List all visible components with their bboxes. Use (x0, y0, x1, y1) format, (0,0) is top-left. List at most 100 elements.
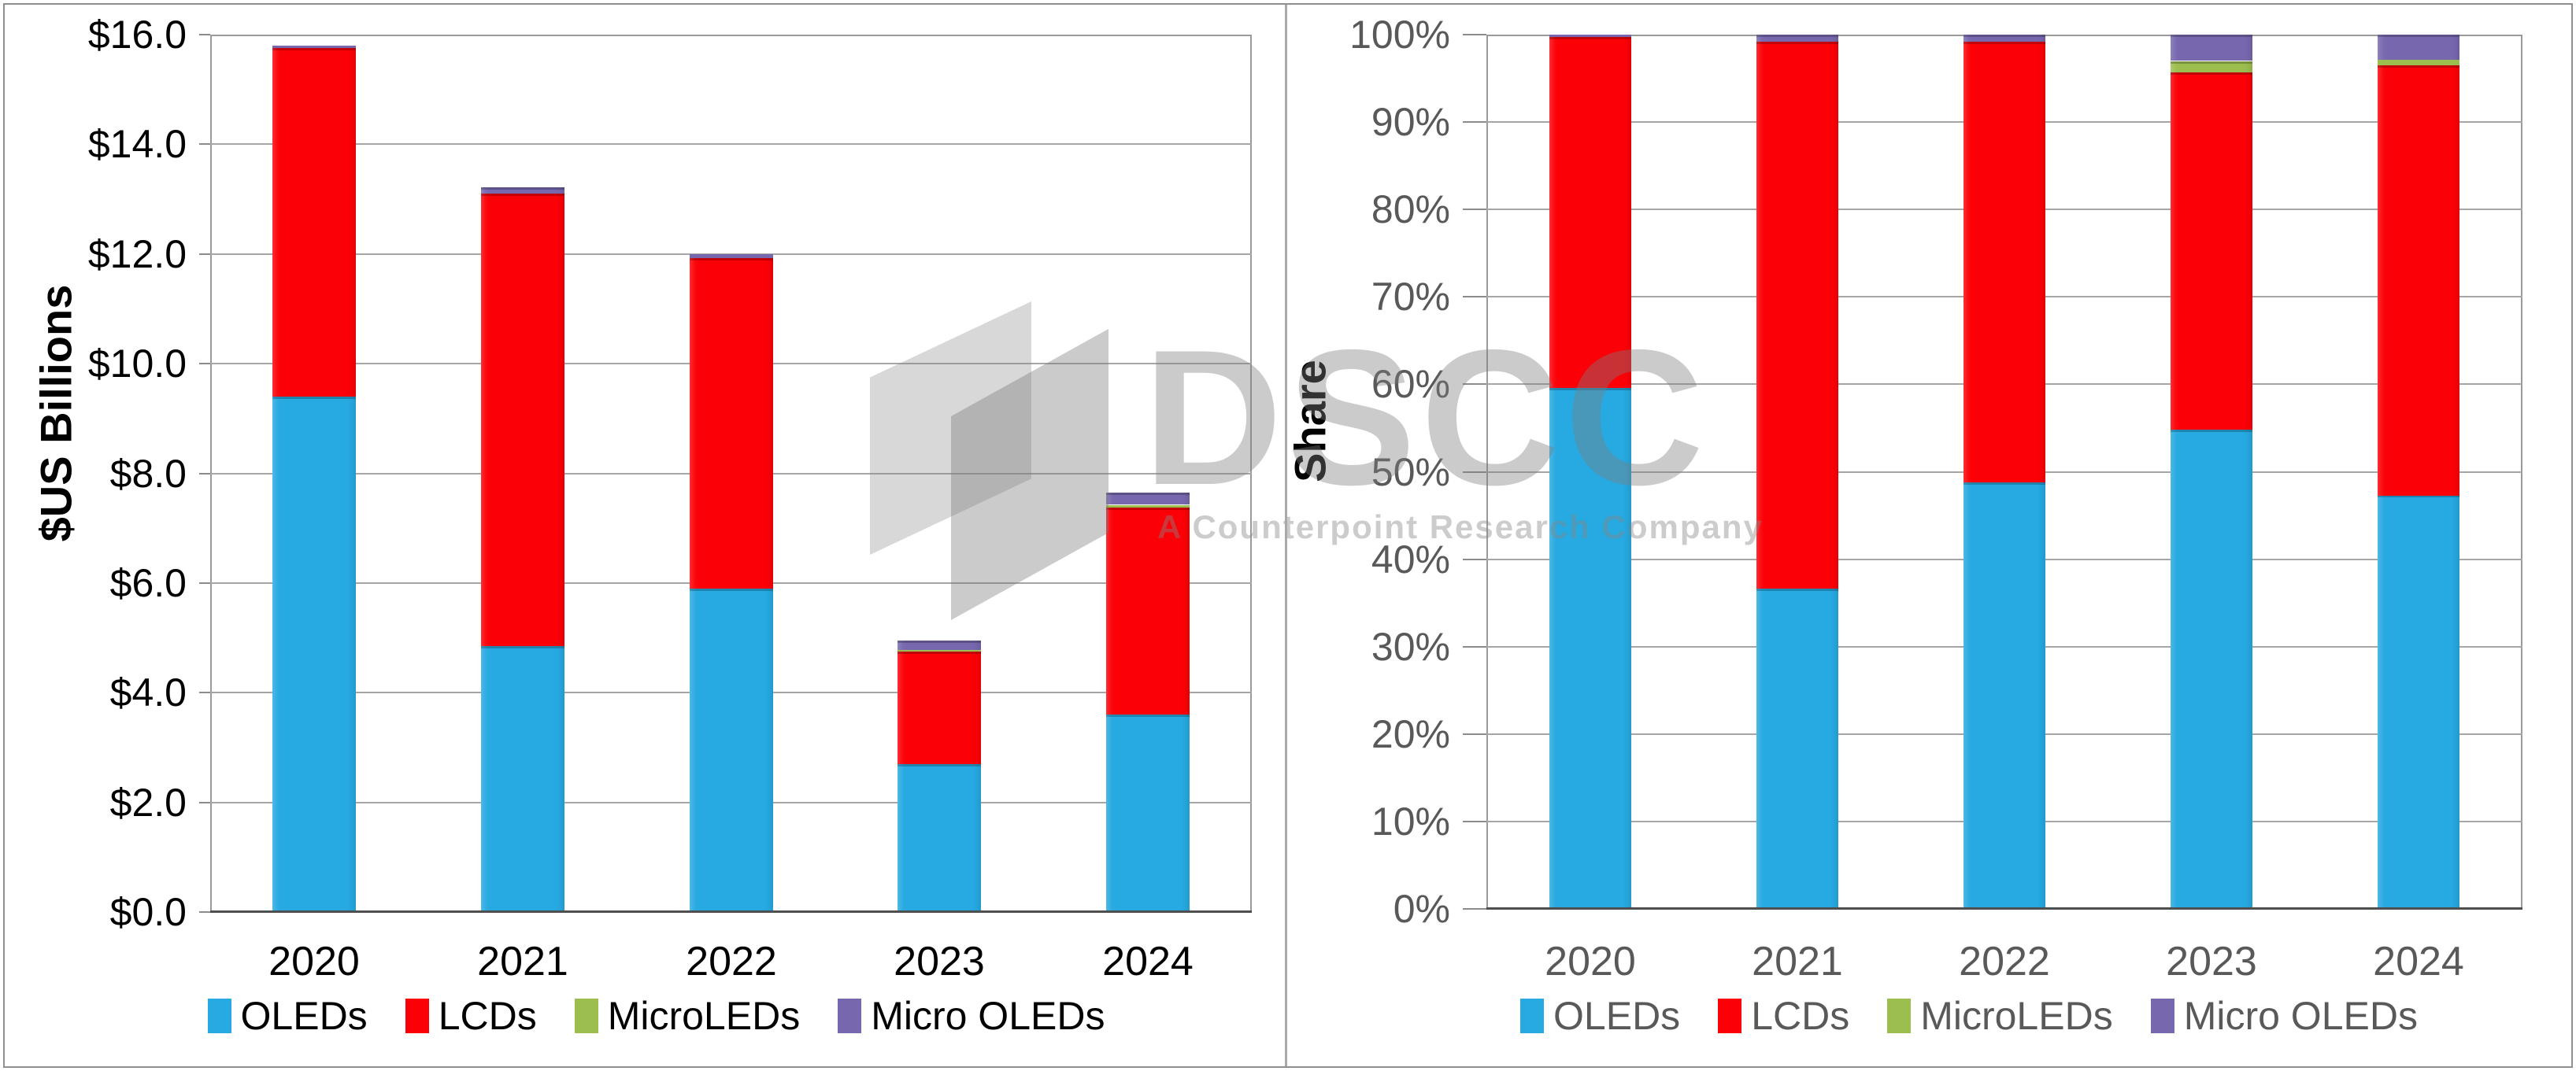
bar-2023 (898, 35, 981, 912)
bar-segment-micro-oleds (690, 253, 773, 258)
y-axis-tick-label: 10% (1371, 800, 1450, 844)
x-axis-year-label: 2021 (1752, 939, 1843, 984)
y-tick-mark (1463, 383, 1486, 385)
legend-label: MicroLEDs (607, 994, 801, 1038)
legend-item-microleds: MicroLEDs (574, 993, 801, 1039)
y-tick-mark (199, 143, 210, 145)
y-tick-mark (1463, 559, 1486, 560)
bar-segment-lcds (2171, 72, 2252, 430)
y-axis-tick-label: 20% (1371, 712, 1450, 756)
bar-segment-oleds (2171, 430, 2252, 909)
y-axis-tick-label: $8.0 (109, 452, 187, 496)
y-axis-title: $US Billions (31, 284, 81, 542)
legend-label: OLEDs (1553, 994, 1681, 1038)
y-tick-mark (1463, 34, 1486, 35)
x-axis-year-label: 2022 (686, 939, 777, 984)
y-tick-mark (1463, 121, 1486, 123)
legend-swatch-icon (1718, 999, 1742, 1033)
legend-label: LCDs (438, 994, 537, 1038)
legend-label: LCDs (1751, 994, 1850, 1038)
x-axis-year-label: 2024 (1102, 939, 1194, 984)
legend-label: OLEDs (240, 994, 368, 1038)
y-axis-tick-label: 30% (1371, 625, 1450, 669)
x-axis-year-label: 2023 (2166, 939, 2257, 984)
bar-2021 (481, 35, 564, 912)
y-tick-mark (199, 802, 210, 803)
y-tick-mark (199, 363, 210, 364)
y-axis-tick-label: $2.0 (109, 781, 187, 825)
bar-segment-micro-oleds (481, 187, 564, 194)
y-axis-tick-label: 100% (1349, 13, 1450, 57)
x-axis-year-label: 2023 (894, 939, 985, 984)
bar-segment-lcds (1963, 41, 2045, 482)
y-axis-tick-label: 80% (1371, 187, 1450, 231)
bar-segment-micro-oleds (2378, 35, 2459, 61)
legend-label: Micro OLEDs (2183, 994, 2418, 1038)
legend-item-lcds: LCDs (1718, 993, 1849, 1039)
legend-swatch-icon (405, 999, 429, 1033)
bar-segment-lcds (1549, 36, 1631, 388)
panel-divider (1285, 5, 1287, 1066)
y-tick-mark (199, 34, 210, 35)
bar-segment-oleds (898, 764, 981, 912)
bar-2020 (1549, 35, 1631, 909)
x-axis-baseline (210, 910, 1252, 913)
legend-item-micro-oleds: Micro OLEDs (2150, 993, 2418, 1039)
legend-swatch-icon (838, 999, 862, 1033)
bar-segment-oleds (2378, 495, 2459, 909)
y-tick-mark (1463, 471, 1486, 473)
x-axis-year-label: 2020 (1545, 939, 1636, 984)
bar-segment-microleds (1106, 504, 1190, 508)
x-axis-year-label: 2020 (268, 939, 360, 984)
bar-2022 (1963, 34, 2045, 909)
bar-2024 (1106, 35, 1190, 912)
legend-swatch-icon (574, 999, 598, 1033)
legend-label: Micro OLEDs (871, 994, 1105, 1038)
y-tick-mark (199, 253, 210, 255)
legend-swatch-icon (2150, 999, 2174, 1033)
y-tick-mark (1463, 209, 1486, 210)
y-tick-mark (199, 582, 210, 584)
y-axis-tick-label: 90% (1371, 100, 1450, 144)
bar-segment-oleds (1963, 482, 2045, 909)
bar-segment-micro-oleds (2171, 35, 2252, 61)
y-tick-mark (1463, 908, 1486, 910)
bar-segment-oleds (481, 646, 564, 912)
revenue-chart-panel: $US Billions OLEDs LCDs MicroLEDs Micro OLE… (0, 0, 1286, 1071)
share-chart-panel: Share OLEDs LCDs MicroLEDs Micro OLEDs 0% 10… (1286, 0, 2576, 1071)
y-axis-tick-label: $12.0 (87, 232, 187, 276)
y-axis-tick-label: $4.0 (109, 670, 187, 715)
bar-segment-lcds (898, 651, 981, 764)
legend: OLEDs LCDs MicroLEDs Micro OLEDs (1451, 993, 2487, 1039)
bar-segment-oleds (272, 397, 356, 912)
bar-segment-lcds (690, 257, 773, 589)
bar-segment-lcds (2378, 65, 2459, 496)
legend-item-micro-oleds: Micro OLEDs (838, 993, 1105, 1039)
y-axis-tick-label: 40% (1371, 537, 1450, 582)
bar-segment-oleds (1756, 589, 1838, 909)
legend-item-microleds: MicroLEDs (1887, 993, 2113, 1039)
bar-segment-micro-oleds (272, 46, 356, 49)
legend-item-oleds: OLEDs (1520, 993, 1680, 1039)
bar-segment-lcds (481, 194, 564, 647)
bar-segment-oleds (1106, 715, 1190, 912)
legend-swatch-icon (1520, 999, 1545, 1033)
legend-swatch-icon (207, 999, 231, 1033)
y-axis-tick-label: $14.0 (87, 122, 187, 166)
x-axis-year-label: 2021 (477, 939, 568, 984)
bar-segment-oleds (1549, 388, 1631, 909)
bar-segment-lcds (1106, 508, 1190, 715)
y-axis-tick-label: $0.0 (109, 890, 187, 934)
bar-2022 (690, 35, 773, 912)
y-tick-mark (199, 911, 210, 913)
y-tick-mark (1463, 733, 1486, 735)
bar-segment-micro-oleds (1963, 34, 2045, 42)
y-tick-mark (199, 473, 210, 475)
y-tick-mark (199, 692, 210, 693)
y-axis-tick-label: $10.0 (87, 342, 187, 386)
bar-segment-oleds (690, 589, 773, 912)
y-tick-mark (1463, 296, 1486, 297)
y-tick-mark (1463, 646, 1486, 648)
legend: OLEDs LCDs MicroLEDs Micro OLEDs (135, 993, 1177, 1039)
